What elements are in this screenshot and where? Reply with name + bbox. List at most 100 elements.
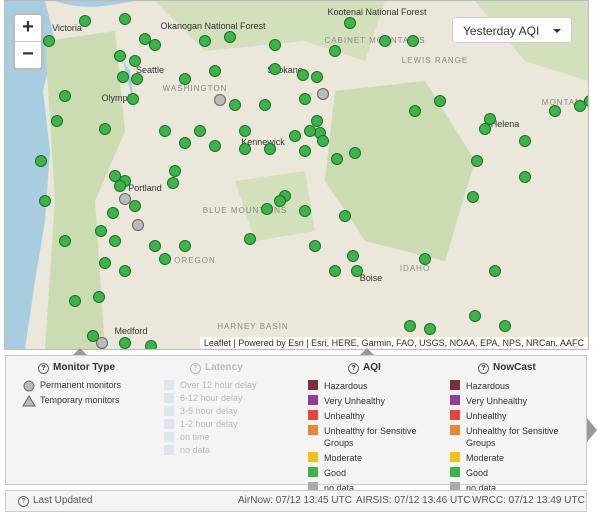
- place-label: LEWIS RANGE: [402, 56, 469, 65]
- legend-label: 6-12 hour delay: [180, 393, 243, 403]
- monitor-marker: [419, 253, 431, 265]
- monitor-marker: [434, 95, 446, 107]
- swatch: [308, 452, 318, 462]
- monitor-marker: [209, 65, 221, 77]
- legend-item: no data: [450, 482, 575, 494]
- monitor-marker: [167, 177, 179, 189]
- monitor-marker: [244, 233, 256, 245]
- monitor-marker: [59, 235, 71, 247]
- monitor-marker: [299, 93, 311, 105]
- monitor-marker: [109, 170, 121, 182]
- legend: ? Monitor Type Permanent monitors Tempora…: [5, 355, 587, 493]
- legend-label: 1-2 hour delay: [180, 419, 238, 429]
- legend-item: no data: [308, 482, 438, 494]
- monitor-marker: [274, 195, 286, 207]
- monitor-marker: [179, 73, 191, 85]
- place-label: HARNEY BASIN: [217, 322, 288, 331]
- monitor-marker: [119, 265, 131, 277]
- place-label: Portland: [128, 183, 162, 193]
- monitor-marker: [119, 193, 131, 205]
- swatch: [450, 482, 460, 492]
- status-bar: ? Last Updated AirNow: 07/12 13:45 UTC AI…: [5, 490, 587, 512]
- monitor-marker: [549, 105, 561, 117]
- swatch: [450, 467, 460, 477]
- place-label: Spokane: [267, 65, 303, 75]
- monitor-marker: [574, 100, 586, 112]
- legend-label: Hazardous: [466, 381, 510, 391]
- place-label: Seattle: [136, 65, 164, 75]
- legend-item: Moderate: [308, 452, 438, 464]
- monitor-marker: [159, 253, 171, 265]
- monitor-marker: [299, 205, 311, 217]
- zoom-in[interactable]: +: [15, 15, 41, 42]
- legend-item: on time: [164, 432, 257, 442]
- aqi-dropdown[interactable]: Yesterday AQI: [452, 17, 572, 43]
- monitor-marker: [99, 123, 111, 135]
- swatch: [164, 393, 174, 403]
- monitor-marker: [139, 33, 151, 45]
- monitor-marker: [479, 123, 491, 135]
- monitor-marker: [424, 323, 436, 335]
- nowcast-legend: ? NowCast Hazardous Very Unhealthy Unhealth…: [450, 362, 575, 497]
- swatch: [450, 425, 460, 435]
- monitor-marker: [329, 45, 341, 57]
- place-label: OREGON: [174, 256, 216, 265]
- monitor-marker: [179, 240, 191, 252]
- legend-label: no data: [466, 483, 497, 493]
- legend-item: Very Unhealthy: [308, 395, 438, 407]
- monitor-marker: [407, 35, 419, 47]
- legend-title: NowCast: [493, 362, 536, 373]
- monitor-marker: [229, 99, 241, 111]
- status-title: Last Updated: [33, 495, 93, 506]
- place-label: Olympia: [101, 93, 134, 103]
- monitor-marker: [404, 320, 416, 332]
- swatch: [450, 410, 460, 420]
- zoom-out[interactable]: −: [22, 43, 34, 65]
- legend-label: Unhealthy: [324, 411, 365, 421]
- map[interactable]: Victoria Seattle Olympia WASHINGTON Spokane K…: [4, 0, 589, 350]
- place-label: Kootenai National Forest: [327, 7, 427, 17]
- legend-item: Over 12 hour delay: [164, 380, 257, 390]
- monitor-marker: [35, 155, 47, 167]
- legend-label: Good: [324, 468, 347, 478]
- swatch: [164, 419, 174, 429]
- status-airsis: AIRSIS: 07/12 13:46 UTC: [356, 495, 471, 506]
- monitor-marker: [499, 320, 511, 332]
- legend-item: Unhealthy: [308, 410, 438, 422]
- monitor-marker: [224, 31, 236, 43]
- next-arrow[interactable]: [587, 418, 597, 442]
- monitor-marker: [51, 115, 63, 127]
- monitor-marker: [261, 203, 273, 215]
- monitor-marker: [214, 94, 226, 106]
- monitor-marker: [304, 125, 316, 137]
- legend-item: Unhealthy for Sensitive Groups: [308, 425, 438, 449]
- legend-item: 3-5 hour delay: [164, 406, 257, 416]
- monitor-marker: [79, 15, 91, 27]
- monitor-marker: [114, 180, 126, 192]
- forest: [235, 171, 315, 241]
- swatch: [164, 406, 174, 416]
- legend-label: 3-5 hour delay: [180, 406, 238, 416]
- swatch: [450, 452, 460, 462]
- monitor-marker: [379, 35, 391, 47]
- monitor-marker: [519, 171, 531, 183]
- monitor-marker: [331, 153, 343, 165]
- monitor-marker: [311, 115, 323, 127]
- monitor-marker: [194, 125, 206, 137]
- monitor-marker: [317, 88, 329, 100]
- swatch: [450, 380, 460, 390]
- monitor-marker: [209, 140, 221, 152]
- monitor-marker: [59, 90, 71, 102]
- monitor-marker: [127, 93, 139, 105]
- monitor-marker: [299, 145, 311, 157]
- status-airnow: AirNow: 07/12 13:45 UTC: [238, 495, 352, 506]
- legend-label: Unhealthy for Sensitive Groups: [466, 426, 559, 448]
- place-label: WASHINGTON: [163, 84, 228, 93]
- monitor-marker: [119, 13, 131, 25]
- monitor-marker: [467, 191, 479, 203]
- status-wrcc: WRCC: 07/12 13:49 UTC: [472, 495, 585, 506]
- monitor-marker: [264, 143, 276, 155]
- monitor-marker: [344, 17, 356, 29]
- swatch: [308, 395, 318, 405]
